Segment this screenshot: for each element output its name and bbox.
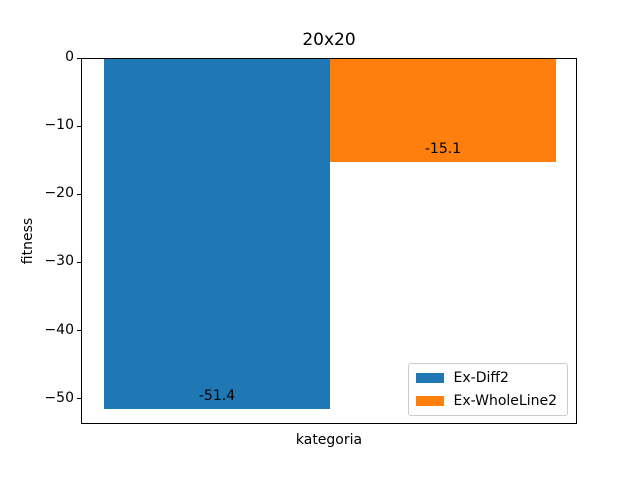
legend-label: Ex-WholeLine2 xyxy=(453,393,557,409)
y-tick-mark xyxy=(77,330,81,332)
bar-ex-diff2: -51.4 xyxy=(104,59,330,410)
legend-row-ex-diff2: Ex-Diff2 xyxy=(415,370,557,386)
chart-title: 20x20 xyxy=(302,30,356,50)
y-tick-label: −10 xyxy=(44,117,74,134)
y-tick-mark xyxy=(77,261,81,264)
x-axis-label: kategoria xyxy=(295,432,363,448)
legend-swatch-icon xyxy=(415,396,444,406)
y-tick-mark xyxy=(77,57,81,59)
plot-area: -51.4 -15.1 Ex-Diff2 Ex-WholeLine2 xyxy=(81,58,577,424)
legend: Ex-Diff2 Ex-WholeLine2 xyxy=(407,363,568,416)
legend-swatch-icon xyxy=(415,373,444,383)
bar-value-label: -51.4 xyxy=(198,388,236,405)
y-tick-label: 0 xyxy=(65,49,74,65)
y-tick-label: −40 xyxy=(44,321,74,338)
y-tick-mark xyxy=(77,125,81,127)
y-tick-label: −20 xyxy=(44,185,74,202)
bar-value-label: -15.1 xyxy=(424,140,462,157)
bar-ex-wholeline2: -15.1 xyxy=(330,59,556,162)
legend-row-ex-wholeline2: Ex-WholeLine2 xyxy=(415,393,557,409)
legend-items: Ex-Diff2 Ex-WholeLine2 xyxy=(415,370,557,409)
y-tick-label: −30 xyxy=(44,253,74,270)
y-tick-label: −50 xyxy=(44,389,74,406)
legend-label: Ex-Diff2 xyxy=(453,370,509,386)
y-tick-mark xyxy=(77,193,81,195)
y-tick-mark xyxy=(77,398,81,400)
